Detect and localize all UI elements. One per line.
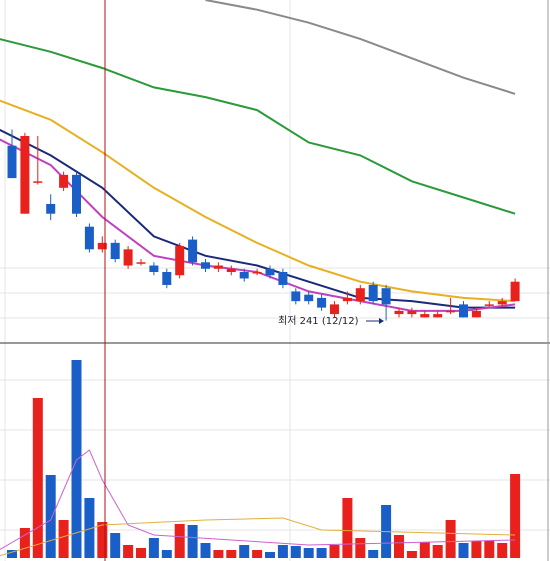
candle-body bbox=[484, 304, 494, 306]
candle-body bbox=[175, 246, 185, 276]
volume-bar bbox=[419, 542, 430, 558]
moving-average-line bbox=[0, 138, 516, 312]
volume-bar bbox=[265, 552, 275, 558]
volume-bar bbox=[97, 522, 108, 558]
volume-bar bbox=[7, 550, 17, 558]
candle-body bbox=[433, 314, 443, 318]
volume-bar bbox=[329, 545, 340, 558]
volume-bar bbox=[187, 525, 198, 558]
candle-body bbox=[162, 272, 172, 285]
volume-bar bbox=[84, 498, 95, 558]
volume-bar bbox=[445, 520, 456, 558]
volume-bar bbox=[200, 543, 211, 558]
candle-body bbox=[291, 291, 301, 302]
candle-body bbox=[355, 288, 365, 302]
candle-body bbox=[7, 145, 17, 179]
candle-body bbox=[446, 310, 456, 313]
candle-body bbox=[381, 288, 391, 305]
volume-bar bbox=[226, 550, 237, 558]
volume-bar bbox=[174, 524, 185, 558]
volume-bar bbox=[316, 548, 327, 558]
volume-bar bbox=[45, 475, 56, 558]
candle-body bbox=[304, 294, 314, 302]
candle-body bbox=[149, 265, 159, 272]
candle-body bbox=[59, 174, 69, 188]
candle-body bbox=[330, 304, 339, 315]
candle-body bbox=[368, 284, 378, 302]
volume-bar bbox=[239, 545, 250, 558]
candle-body bbox=[84, 226, 94, 250]
volume-bar bbox=[342, 498, 353, 558]
candle-body bbox=[407, 310, 417, 315]
volume-bar bbox=[213, 550, 224, 558]
volume-bar bbox=[510, 474, 521, 558]
candle-body bbox=[46, 204, 56, 214]
candle-body bbox=[342, 297, 352, 302]
volume-bar bbox=[58, 520, 69, 558]
candle-body bbox=[72, 174, 81, 214]
candle-body bbox=[459, 304, 468, 318]
candle-body bbox=[213, 265, 223, 269]
volume-bar bbox=[290, 546, 301, 558]
volume-bar bbox=[355, 538, 366, 558]
volume-bar bbox=[406, 551, 417, 558]
candle-body bbox=[510, 281, 520, 302]
arrow-head bbox=[379, 318, 384, 324]
volume-bar bbox=[277, 545, 288, 558]
volume-bar bbox=[148, 538, 159, 558]
moving-average-line bbox=[205, 0, 516, 95]
moving-average-line bbox=[0, 449, 516, 551]
low-annotation: 최저 241 (12/12) bbox=[278, 315, 359, 327]
moving-average-line bbox=[0, 99, 516, 303]
candle-body bbox=[471, 310, 481, 318]
volume-bar bbox=[471, 541, 482, 558]
candle-body bbox=[420, 314, 430, 318]
volume-bar bbox=[71, 360, 82, 558]
volume-bar bbox=[32, 398, 43, 558]
candle-body bbox=[136, 262, 146, 264]
volume-bar bbox=[123, 545, 134, 558]
price-panel bbox=[0, 0, 520, 321]
moving-average-line bbox=[0, 128, 516, 309]
volume-bar bbox=[252, 550, 263, 558]
candle-body bbox=[278, 272, 288, 285]
candle-body bbox=[20, 136, 30, 214]
moving-average-line bbox=[0, 38, 516, 215]
candle-body bbox=[97, 242, 107, 250]
candle-body bbox=[239, 272, 249, 279]
candle-body bbox=[201, 262, 210, 269]
candle-body bbox=[394, 310, 404, 315]
volume-bar bbox=[458, 543, 469, 558]
volume-bar bbox=[110, 533, 121, 558]
volume-bar bbox=[432, 545, 443, 558]
candle-body bbox=[497, 301, 507, 305]
volume-bar bbox=[303, 548, 314, 558]
candle-body bbox=[123, 249, 133, 266]
candle-body bbox=[33, 181, 43, 183]
volume-panel bbox=[0, 360, 521, 558]
volume-bar bbox=[161, 550, 172, 558]
candle-body bbox=[252, 272, 262, 274]
volume-bar bbox=[484, 541, 495, 558]
candle-body bbox=[226, 268, 236, 272]
candle-body bbox=[188, 239, 198, 263]
volume-bar bbox=[497, 543, 508, 558]
moving-average-line bbox=[0, 517, 516, 557]
candle-body bbox=[265, 268, 275, 276]
volume-bar bbox=[394, 535, 404, 558]
annotation-arrow bbox=[366, 318, 384, 324]
candle-body bbox=[110, 242, 120, 260]
volume-bar bbox=[368, 550, 379, 558]
volume-bar bbox=[19, 528, 30, 558]
volume-bar bbox=[136, 548, 146, 558]
candle-body bbox=[317, 297, 327, 308]
